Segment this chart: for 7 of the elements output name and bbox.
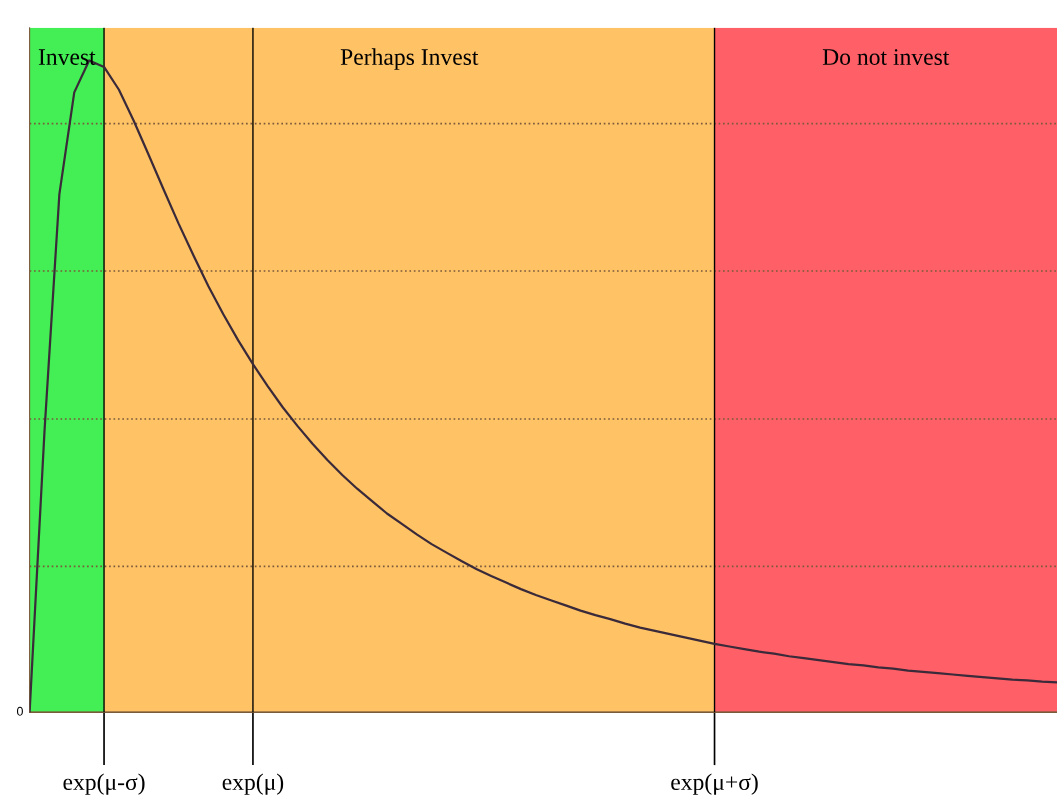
- annotation: Do not invest: [822, 49, 950, 65]
- ref-line-label: 0: [16, 706, 23, 716]
- annotation: Invest: [38, 49, 96, 65]
- x-tick-label: exp(μ+σ): [671, 773, 758, 795]
- x-tick-label: exp(μ-σ): [63, 773, 145, 795]
- x-tick-label: exp(μ): [222, 773, 284, 795]
- band-label: Perhaps Invest: [340, 48, 479, 70]
